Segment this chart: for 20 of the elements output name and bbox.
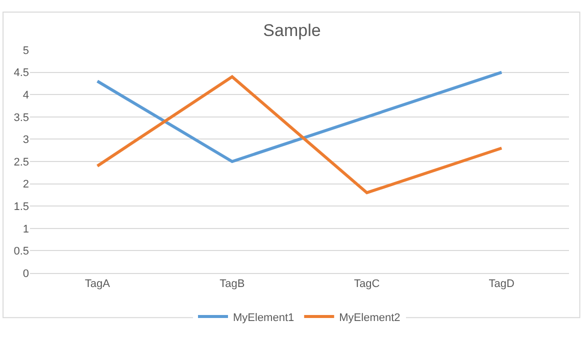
chart-title: Sample [263,20,321,40]
y-tick-label: 1 [22,223,29,236]
y-tick-label: 5 [22,44,29,57]
x-tick-label: TagB [220,278,245,290]
y-tick-label: 4.5 [14,67,29,80]
y-tick-label: 4 [22,89,29,102]
x-tick-label: TagD [488,278,515,290]
y-tick-label: 1.5 [14,200,29,213]
y-tick-label: 3.5 [14,112,29,124]
y-tick-label: 3 [22,134,29,146]
legend-label: MyElement2 [339,312,400,324]
line-series [96,75,504,194]
y-tick-label: 2 [22,178,29,191]
y-tick-label: 2.5 [14,156,29,168]
line-series [96,70,504,163]
y-tick-label: 0 [22,268,29,280]
legend-label: MyElement1 [233,312,294,324]
x-tick-label: TagC [354,278,380,290]
x-tick-label: TagA [84,278,111,290]
y-tick-label: 0.5 [14,246,29,258]
